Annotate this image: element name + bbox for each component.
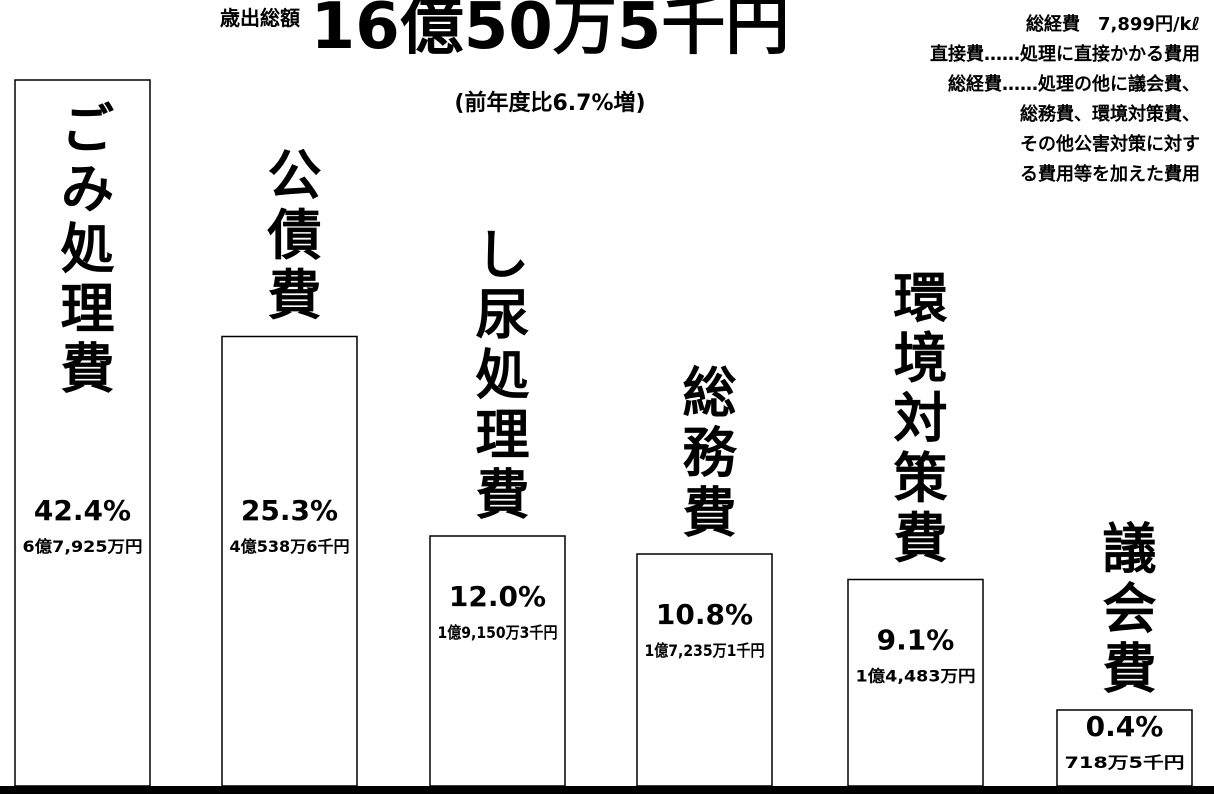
category-label: 議会費 — [1093, 520, 1156, 700]
amount-label: 1億9,150万3千円 — [438, 623, 558, 642]
note: 総経費……処理の他に議会費、 — [948, 73, 1200, 95]
value-label: 9.1% — [877, 624, 955, 657]
category-label: ごみ処理費 — [51, 100, 114, 400]
note: 直接費……処理に直接かかる費用 — [930, 43, 1200, 65]
value-label: 25.3% — [241, 494, 338, 527]
note: る費用等を加えた費用 — [1020, 163, 1200, 185]
category-label: し尿処理費 — [466, 226, 529, 526]
value-label: 12.0% — [449, 580, 546, 613]
category-label: 環境対策費 — [884, 270, 947, 570]
amount-label: 6億7,925万円 — [23, 537, 143, 556]
amount-label: 4億538万6千円 — [230, 537, 350, 556]
note: その他公害対策に対す — [1020, 133, 1200, 155]
value-label: 10.8% — [656, 598, 753, 631]
bar — [222, 337, 357, 787]
bar — [637, 554, 772, 786]
amount-label: 1億4,483万円 — [856, 667, 976, 686]
bar — [430, 536, 565, 786]
value-label: 0.4% — [1086, 710, 1164, 743]
title-prefix: 歳出総額 — [220, 6, 300, 30]
note: 総務費、環境対策費、 — [1020, 103, 1200, 125]
chart: 歳出総額 16億50万5千円 (前年度比6.7%増) 総経費 7,899円/kℓ… — [0, 0, 1214, 794]
subtitle: (前年度比6.7%増) — [454, 90, 645, 116]
category-label: 公債費 — [258, 147, 322, 327]
base-line — [0, 786, 1214, 794]
amount-label: 718万5千円 — [1065, 753, 1185, 772]
chart-title: 16億50万5千円 — [311, 0, 790, 64]
value-label: 42.4% — [34, 494, 131, 527]
category-label: 総務費 — [673, 364, 736, 544]
note: 総経費 7,899円/kℓ — [1026, 13, 1200, 35]
amount-label: 1億7,235万1千円 — [645, 641, 765, 660]
